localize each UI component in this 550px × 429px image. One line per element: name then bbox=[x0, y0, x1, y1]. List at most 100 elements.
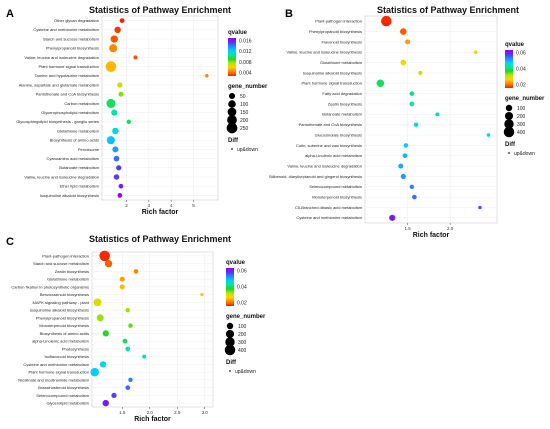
gene-number-legend-label: 100 bbox=[238, 324, 247, 330]
data-point bbox=[109, 44, 118, 53]
chart-title: Statistics of Pathway Enrichment bbox=[89, 5, 231, 15]
x-tick-label: 1.5 bbox=[404, 226, 411, 231]
qvalue-color-bar bbox=[505, 50, 513, 88]
data-point bbox=[96, 314, 104, 322]
qvalue-tick-label: 0.06 bbox=[237, 269, 247, 275]
gene-number-legend-dot bbox=[228, 100, 236, 108]
x-axis-label: Rich factor bbox=[134, 416, 171, 423]
data-point bbox=[125, 346, 131, 352]
data-point bbox=[116, 165, 122, 171]
data-point bbox=[398, 163, 404, 169]
qvalue-tick-label: 0.02 bbox=[237, 301, 247, 307]
category-label: Biosynthesis of amino acids bbox=[50, 138, 99, 143]
panel-label: C bbox=[6, 236, 14, 248]
category-label: Pantothenate and CoA biosynthesis bbox=[36, 92, 99, 97]
chart-panel-b: B Statistics of Pathway Enrichment 1.5 2.0R… bbox=[269, 5, 545, 239]
data-point bbox=[413, 122, 419, 127]
qvalue-tick-label: 0.06 bbox=[516, 51, 526, 57]
category-label: Biosynthesis of amino acids bbox=[40, 331, 89, 336]
gene-number-legend-title: gene_number bbox=[505, 96, 545, 102]
data-point bbox=[112, 146, 119, 153]
category-label: Monoterpenoid biosynthesis bbox=[39, 323, 89, 328]
data-point bbox=[133, 269, 139, 274]
data-point bbox=[104, 259, 113, 268]
gene-number-legend-label: 250 bbox=[240, 126, 249, 132]
gene-number-legend-title: gene_number bbox=[228, 84, 268, 90]
gene-number-legend-dot bbox=[505, 104, 513, 112]
category-label: Glycerophospholipid metabolism bbox=[41, 110, 99, 115]
category-label: Cysteine and methionine metabolism bbox=[296, 215, 362, 220]
gene-number-legend-label: 50 bbox=[240, 94, 246, 100]
data-point bbox=[105, 61, 117, 72]
data-point bbox=[119, 284, 125, 290]
x-tick-label: 2.5 bbox=[174, 410, 181, 415]
data-point bbox=[90, 367, 100, 377]
gene-number-legend-dot bbox=[224, 344, 236, 356]
qvalue-tick-label: 0.008 bbox=[239, 60, 252, 66]
gene-number-legend-label: 300 bbox=[517, 122, 526, 128]
data-point bbox=[118, 91, 124, 97]
plot-area bbox=[364, 15, 498, 224]
data-point bbox=[435, 112, 440, 117]
category-label: Other glycan degradation bbox=[54, 18, 99, 23]
x-tick-label: 2.0 bbox=[447, 226, 454, 231]
qvalue-legend-title: qvalue bbox=[226, 260, 246, 266]
diff-legend-label: up&down bbox=[514, 151, 535, 157]
data-point bbox=[99, 361, 107, 368]
diff-legend-label: up&down bbox=[235, 369, 256, 375]
category-label: Glutathione metabolism bbox=[320, 60, 363, 65]
data-point bbox=[126, 119, 131, 125]
qvalue-tick-label: 0.02 bbox=[516, 83, 526, 89]
data-point bbox=[418, 70, 423, 76]
data-point bbox=[113, 155, 120, 162]
category-label: Selenocompound metabolism bbox=[36, 393, 89, 398]
category-label: C5-Branched dibasic acid metabolism bbox=[295, 205, 363, 210]
gene-number-legend-label: 150 bbox=[240, 110, 249, 116]
qvalue-tick-label: 0.016 bbox=[239, 39, 252, 45]
category-label: Brassinosteroid biosynthesis bbox=[38, 385, 89, 390]
category-label: Plant-pathogen interaction bbox=[42, 253, 89, 258]
gene-number-legend-label: 100 bbox=[240, 102, 249, 108]
category-label: Cysteine and methionine metabolism bbox=[33, 27, 99, 32]
data-point bbox=[128, 377, 133, 383]
qvalue-tick-label: 0.04 bbox=[516, 67, 526, 73]
category-label: Starch and sucrose metabolism bbox=[33, 261, 90, 266]
plot-area bbox=[91, 251, 214, 408]
data-point bbox=[111, 392, 117, 399]
gene-number-legend-dot bbox=[503, 126, 515, 138]
category-label: Monoterpenoid biosynthesis bbox=[312, 195, 362, 200]
x-tick-label: 2.0 bbox=[147, 410, 154, 415]
data-point bbox=[405, 39, 411, 45]
category-label: Glucosinolate biosynthesis bbox=[315, 132, 362, 137]
category-label: Glutathione metabolism bbox=[47, 277, 90, 282]
panel-label: A bbox=[6, 8, 14, 20]
category-label: Phenylpropanoid biosynthesis bbox=[309, 29, 362, 34]
data-point bbox=[381, 15, 392, 27]
category-label: Valine, leucine and isoleucine degradati… bbox=[287, 163, 362, 168]
category-label: Peroxisome bbox=[78, 147, 100, 152]
chart-panel-a: A Statistics of Pathway Enrichment 2 3 4 5 Ric… bbox=[6, 5, 268, 216]
data-point bbox=[402, 153, 408, 159]
data-point bbox=[119, 18, 125, 23]
data-point bbox=[200, 292, 204, 297]
panel-label: B bbox=[285, 8, 293, 20]
category-label: Plant hormone signal transduction bbox=[39, 64, 99, 69]
category-label: Isoquinoline alkaloid biosynthesis bbox=[303, 70, 362, 75]
category-label: Taurine and hypotaurine metabolism bbox=[35, 73, 100, 78]
diff-legend-dot bbox=[229, 370, 231, 372]
data-point bbox=[112, 127, 119, 135]
data-point bbox=[114, 26, 121, 34]
data-point bbox=[106, 136, 115, 145]
data-point bbox=[409, 184, 415, 189]
data-point bbox=[486, 133, 491, 137]
category-label: Plant hormone signal transduction bbox=[29, 370, 89, 375]
data-point bbox=[133, 55, 138, 60]
diff-legend-title: Diff bbox=[226, 360, 237, 366]
x-axis-label: Rich factor bbox=[142, 209, 179, 216]
qvalue-color-bar bbox=[226, 268, 234, 306]
category-label: Fatty acid degradation bbox=[322, 91, 362, 96]
chart-title: Statistics of Pathway Enrichment bbox=[89, 234, 231, 244]
data-point bbox=[376, 79, 385, 88]
x-tick-label: 1.5 bbox=[119, 410, 126, 415]
data-point bbox=[117, 193, 123, 198]
